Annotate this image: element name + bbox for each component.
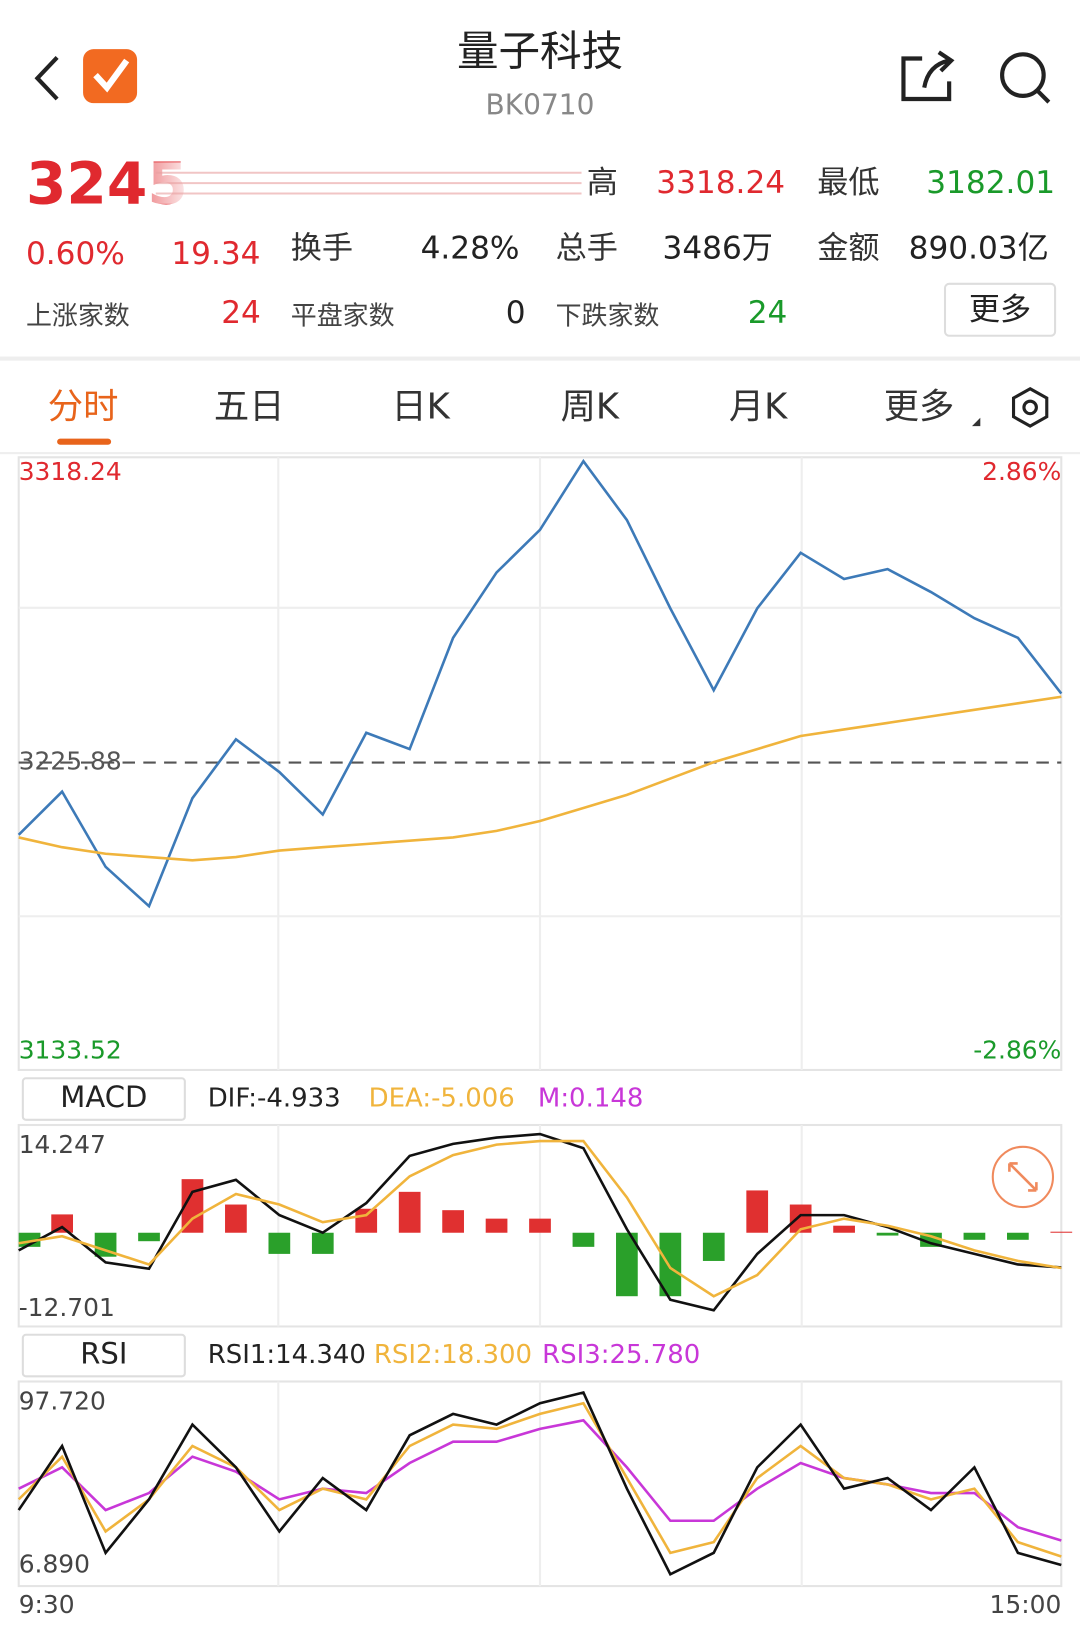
- macd-bar: [1050, 1231, 1073, 1233]
- value: 3182.01: [926, 165, 1055, 201]
- y-tick-label: -12.701: [19, 1293, 115, 1322]
- y-tick-label: 14.247: [19, 1130, 106, 1159]
- pct-label: 2.86%: [982, 457, 1061, 486]
- search-button[interactable]: [1000, 52, 1051, 104]
- tab-bar: 分时 五日 日K 周K 月K 更多: [48, 386, 955, 427]
- rsi2-text: RSI2:18.300: [374, 1340, 532, 1370]
- value: 0: [506, 295, 526, 331]
- indicator-tab[interactable]: [21, 1333, 186, 1378]
- tab[interactable]: 五日: [214, 386, 285, 427]
- blur-stripes: [155, 171, 582, 195]
- macd-bar: [789, 1204, 812, 1233]
- average-line: [18, 695, 1062, 862]
- title: 量子科技: [457, 26, 623, 75]
- macd-bar: [398, 1191, 421, 1233]
- settings-dot: [1022, 399, 1038, 416]
- tab[interactable]: 更多: [884, 386, 955, 427]
- value: 24: [748, 295, 788, 331]
- tab[interactable]: 日K: [391, 386, 450, 427]
- divider: [0, 452, 1080, 455]
- label: 下跌家数: [556, 302, 660, 332]
- macd-bar: [311, 1232, 334, 1254]
- watchlist-icon[interactable]: [83, 49, 138, 104]
- rsi-line: [17, 1390, 1062, 1576]
- label: 总手: [556, 231, 618, 267]
- macd-bar: [963, 1232, 986, 1240]
- indicator-name[interactable]: MACD: [60, 1080, 147, 1114]
- indicator-tab[interactable]: [21, 1077, 186, 1121]
- macd-bar: [442, 1210, 464, 1233]
- macd-bar: [355, 1208, 378, 1233]
- value: 19.34: [171, 236, 260, 272]
- rsi3-text: RSI3:25.780: [542, 1340, 700, 1370]
- macd-bar: [94, 1232, 117, 1257]
- value: 0.60%: [26, 236, 125, 272]
- more-button-label[interactable]: 更多: [969, 292, 1031, 328]
- indicator-name[interactable]: RSI: [80, 1337, 127, 1371]
- m-text: M:0.148: [538, 1084, 643, 1114]
- macd-bar: [616, 1232, 638, 1297]
- dif-text: DIF:-4.933: [208, 1084, 341, 1114]
- back-button[interactable]: [34, 56, 59, 101]
- check-mark: [93, 58, 130, 93]
- settings-button[interactable]: [1011, 386, 1049, 428]
- macd-bar: [268, 1232, 291, 1254]
- time-label: 9:30: [19, 1590, 75, 1619]
- dea-line: [18, 1139, 1062, 1298]
- price-line: [17, 458, 1063, 909]
- macd-bar: [138, 1232, 160, 1242]
- y-tick-label: 3225.88: [19, 747, 122, 776]
- macd-bar: [485, 1218, 508, 1233]
- pct-label: -2.86%: [973, 1035, 1061, 1064]
- expand-icon: [1008, 1162, 1038, 1192]
- macd-bar: [529, 1218, 551, 1233]
- macd-bar: [1007, 1232, 1029, 1240]
- label: 换手: [291, 231, 353, 267]
- macd-bar: [572, 1232, 595, 1247]
- rsi1-text: RSI1:14.340: [208, 1340, 366, 1370]
- tab-underline: [57, 438, 112, 445]
- rsi-line: [17, 1401, 1062, 1558]
- label: 上涨家数: [26, 302, 130, 332]
- tab[interactable]: 月K: [729, 386, 788, 427]
- value: 4.28%: [421, 231, 520, 267]
- y-tick-label: 3133.52: [19, 1035, 122, 1064]
- macd-bar: [833, 1225, 855, 1233]
- label: 高: [587, 165, 618, 201]
- macd-bar: [746, 1190, 769, 1233]
- y-tick-label: 97.720: [19, 1386, 106, 1415]
- value: 3318.24: [656, 165, 785, 201]
- macd-bar: [876, 1232, 899, 1236]
- label: 最低: [817, 165, 879, 201]
- value: 24: [221, 295, 261, 331]
- code: BK0710: [486, 88, 595, 121]
- value: 890.03亿: [909, 231, 1049, 267]
- macd-bar: [181, 1179, 204, 1233]
- dropdown-marker: [972, 417, 981, 427]
- tab[interactable]: 分时: [48, 386, 119, 427]
- value: 3486万: [663, 231, 773, 267]
- tab[interactable]: 周K: [561, 386, 620, 427]
- divider: [0, 356, 1080, 361]
- label: 金额: [817, 231, 879, 267]
- more-button[interactable]: [943, 282, 1057, 337]
- label: 平盘家数: [291, 302, 395, 332]
- y-tick-label: 6.890: [19, 1549, 90, 1578]
- y-tick-label: 3318.24: [19, 457, 122, 486]
- share-button[interactable]: [901, 50, 955, 102]
- macd-bar: [702, 1232, 725, 1261]
- dea-text: DEA:-5.006: [369, 1084, 515, 1114]
- quote-rows: 高 3318.24 最低 3182.01 0.60% 19.34 换手 4.28…: [26, 165, 1055, 331]
- time-label: 15:00: [990, 1590, 1062, 1619]
- macd-bar: [51, 1214, 73, 1233]
- dif-line: [18, 1132, 1062, 1312]
- macd-bar: [659, 1232, 682, 1297]
- macd-bar: [225, 1204, 247, 1233]
